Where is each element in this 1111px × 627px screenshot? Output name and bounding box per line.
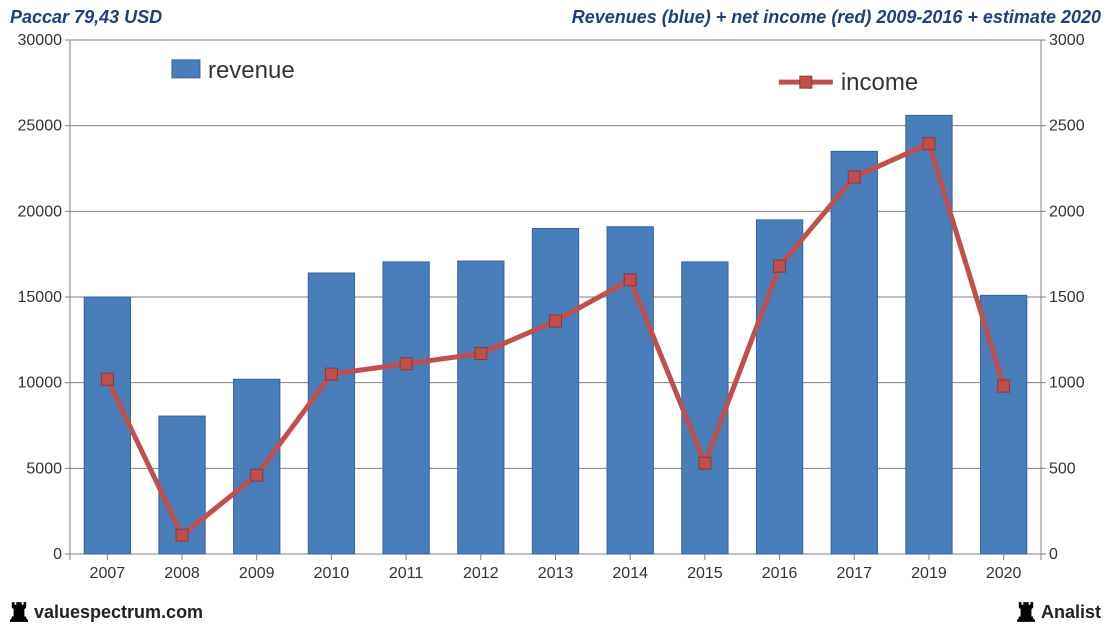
marker-income [699, 457, 711, 469]
bar-revenue [84, 297, 130, 554]
y-left-tick-label: 30000 [18, 32, 63, 49]
x-tick-label: 2013 [538, 565, 574, 582]
y-left-tick-label: 0 [53, 546, 62, 563]
marker-income [624, 274, 636, 286]
y-right-tick-label: 0 [1049, 546, 1058, 563]
footer-brand-right: Analist [1017, 602, 1101, 623]
chart-area: 0 5000 10000 15000 20000 25000 30000 0 500 1000 15… [0, 28, 1111, 598]
footer-brand-left: valuespectrum.com [10, 602, 203, 623]
chart-svg: 0 5000 10000 15000 20000 25000 30000 0 500 1000 15… [0, 28, 1111, 598]
y-left-tick-label: 5000 [26, 460, 62, 477]
legend-label-income: income [841, 69, 918, 96]
bar-revenue [458, 261, 504, 554]
bar-revenue [234, 379, 280, 554]
footer: valuespectrum.com Analist [0, 599, 1111, 627]
y-left-tick-label: 25000 [18, 118, 63, 135]
footer-right-text: Analist [1041, 602, 1101, 623]
marker-income [325, 368, 337, 380]
y-right-tick-label: 1500 [1049, 289, 1085, 306]
legend-swatch-revenue [172, 60, 200, 78]
x-tick-label: 2014 [612, 565, 648, 582]
x-tick-label: 2017 [836, 565, 872, 582]
marker-income [848, 171, 860, 183]
rook-icon [1017, 602, 1035, 622]
y-right-tick-label: 1000 [1049, 375, 1085, 392]
x-tick-label: 2015 [687, 565, 723, 582]
bar-revenue [906, 115, 952, 554]
y-left-tick-label: 10000 [18, 375, 63, 392]
marker-income [400, 358, 412, 370]
header: Paccar 79,43 USD Revenues (blue) + net i… [0, 0, 1111, 28]
header-title-left: Paccar 79,43 USD [10, 7, 162, 28]
x-tick-label: 2009 [239, 565, 275, 582]
marker-income [923, 138, 935, 150]
y-left-tick-label: 20000 [18, 203, 63, 220]
y-left-tick-label: 15000 [18, 289, 63, 306]
x-tick-label: 2010 [314, 565, 350, 582]
legend-label-revenue: revenue [208, 57, 295, 84]
marker-income [251, 469, 263, 481]
bar-revenue [682, 262, 728, 554]
footer-left-text: valuespectrum.com [34, 602, 203, 623]
x-tick-label: 2008 [164, 565, 200, 582]
y-right-tick-label: 2000 [1049, 203, 1085, 220]
bar-revenue [532, 228, 578, 554]
marker-income [550, 315, 562, 327]
y-right-tick-label: 500 [1049, 460, 1076, 477]
x-tick-label: 2007 [90, 565, 126, 582]
rook-icon [10, 602, 28, 622]
marker-income [774, 260, 786, 272]
marker-income [998, 380, 1010, 392]
bar-revenue [831, 151, 877, 554]
legend-marker-income [800, 76, 812, 88]
marker-income [176, 529, 188, 541]
x-tick-label: 2020 [986, 565, 1022, 582]
x-tick-label: 2016 [762, 565, 798, 582]
bar-revenue [383, 262, 429, 554]
y-right-tick-label: 3000 [1049, 32, 1085, 49]
marker-income [101, 373, 113, 385]
marker-income [475, 348, 487, 360]
x-tick-label: 2011 [389, 565, 424, 582]
x-tick-label: 2019 [911, 565, 947, 582]
y-right-tick-label: 2500 [1049, 118, 1085, 135]
chart-card: Paccar 79,43 USD Revenues (blue) + net i… [0, 0, 1111, 627]
header-title-right: Revenues (blue) + net income (red) 2009-… [572, 7, 1101, 28]
x-tick-label: 2012 [463, 565, 499, 582]
bar-revenue [308, 273, 354, 554]
